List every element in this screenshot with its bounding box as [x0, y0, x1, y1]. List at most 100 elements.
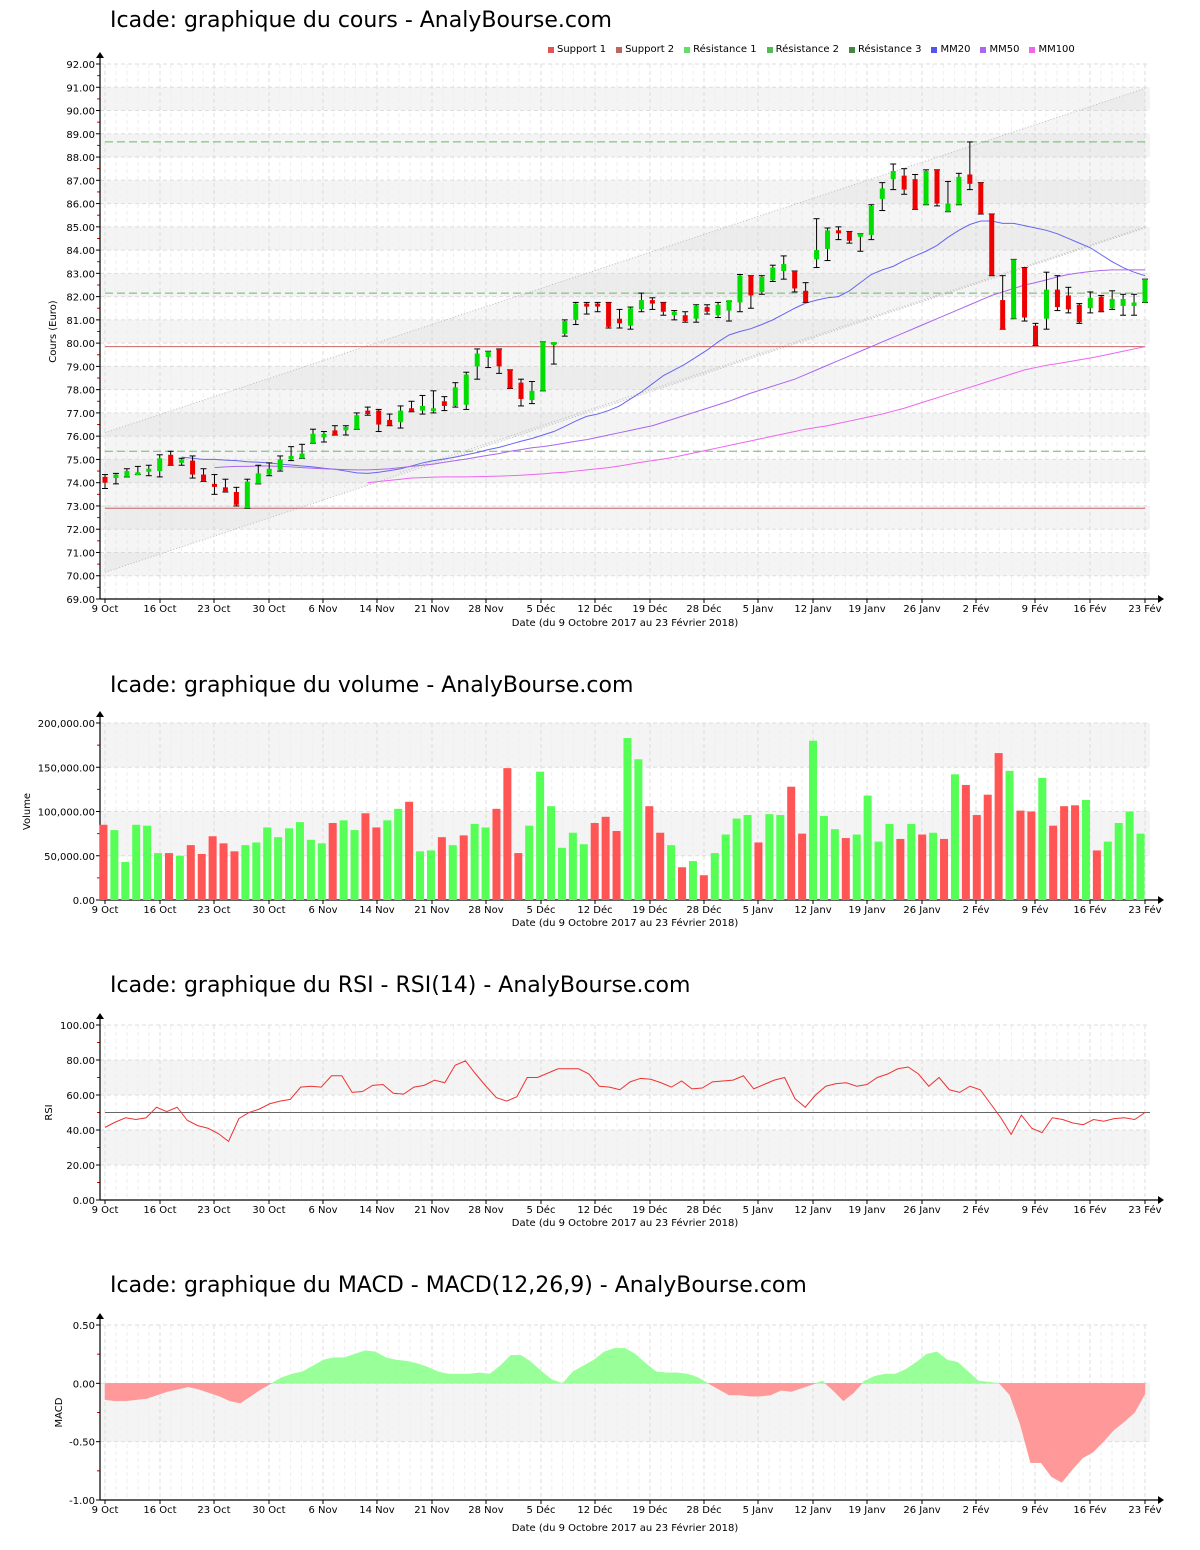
svg-text:12 Déc: 12 Déc: [577, 1504, 612, 1516]
svg-text:28 Déc: 28 Déc: [686, 603, 721, 615]
macd-chart-title: Icade: graphique du MACD - MACD(12,26,9)…: [110, 1273, 807, 1298]
price-candle: [682, 311, 689, 323]
volume-bar: [285, 828, 294, 900]
svg-text:5 Déc: 5 Déc: [527, 1204, 556, 1216]
volume-bar: [787, 786, 796, 900]
volume-bar: [1060, 806, 1069, 900]
price-candle: [693, 304, 700, 323]
svg-text:Cours (Euro): Cours (Euro): [48, 300, 59, 363]
price-candle: [299, 443, 306, 459]
volume-bar: [634, 759, 643, 900]
price-candle: [726, 300, 732, 322]
svg-text:9 Fév: 9 Fév: [1022, 1504, 1049, 1516]
svg-text:6 Nov: 6 Nov: [308, 1505, 337, 1516]
price-candle: [419, 394, 426, 415]
price-candle: [342, 425, 349, 436]
volume-bar: [1125, 811, 1134, 900]
svg-text:80.00: 80.00: [66, 339, 95, 350]
price-candle: [320, 431, 327, 443]
price-candle: [988, 213, 995, 277]
volume-bar: [350, 830, 359, 900]
volume-bar: [557, 847, 566, 900]
svg-text:0.00: 0.00: [73, 896, 95, 907]
price-candle: [222, 478, 229, 493]
volume-chart-title: Icade: graphique du volume - AnalyBourse…: [110, 673, 634, 698]
volume-bar: [830, 829, 839, 900]
legend-swatch-icon: [931, 46, 938, 53]
price-candle: [649, 297, 656, 310]
volume-bar: [492, 808, 501, 900]
svg-text:2 Fév: 2 Fév: [963, 904, 990, 916]
price-candle: [758, 275, 765, 295]
svg-text:14 Nov: 14 Nov: [359, 1505, 395, 1516]
svg-text:100,000.00: 100,000.00: [38, 808, 95, 819]
price-candle: [1065, 286, 1072, 314]
price-candle: [178, 457, 185, 466]
volume-bar: [1071, 805, 1080, 900]
price-candle: [901, 168, 908, 195]
svg-text:21 Nov: 21 Nov: [414, 905, 450, 916]
svg-text:76.00: 76.00: [66, 432, 95, 443]
svg-text:23 Fév: 23 Fév: [1128, 904, 1161, 916]
legend-swatch-icon: [766, 46, 773, 53]
svg-text:5 Janv: 5 Janv: [743, 1505, 774, 1516]
volume-bar: [1103, 841, 1112, 900]
volume-bar: [470, 823, 479, 900]
volume-bar: [863, 795, 872, 900]
price-candle: [255, 464, 262, 485]
volume-bar: [656, 832, 665, 900]
volume-bar: [940, 838, 949, 900]
volume-bar: [164, 853, 173, 900]
svg-text:85.00: 85.00: [66, 223, 95, 234]
price-candle: [353, 412, 360, 430]
price-candle: [671, 310, 678, 321]
volume-bar: [579, 844, 588, 900]
svg-text:19 Déc: 19 Déc: [632, 603, 667, 615]
svg-text:12 Déc: 12 Déc: [577, 603, 612, 615]
volume-bar: [798, 833, 807, 900]
price-candle: [934, 169, 940, 207]
volume-bar: [426, 850, 435, 900]
price-candle: [539, 341, 546, 392]
svg-text:73.00: 73.00: [66, 502, 95, 513]
price-candle: [211, 474, 218, 495]
svg-text:9 Oct: 9 Oct: [92, 604, 119, 615]
volume-bar: [525, 825, 534, 900]
svg-text:16 Fév: 16 Fév: [1073, 1204, 1106, 1216]
price-candle: [660, 301, 667, 316]
svg-text:Date (du 9 Octobre 2017 au 23: Date (du 9 Octobre 2017 au 23 Février 20…: [512, 917, 739, 929]
price-candle: [200, 468, 207, 483]
svg-text:RSI: RSI: [44, 1104, 55, 1120]
macd-chart-panel: Icade: graphique du MACD - MACD(12,26,9)…: [0, 1265, 1200, 1550]
price-candle: [747, 275, 754, 309]
price-chart-title: Icade: graphique du cours - AnalyBourse.…: [110, 8, 612, 33]
svg-text:Date (du 9 Octobre 2017 au 23: Date (du 9 Octobre 2017 au 23 Février 20…: [512, 617, 739, 629]
volume-bar: [929, 832, 938, 900]
svg-text:16 Oct: 16 Oct: [143, 1505, 176, 1516]
price-candle: [627, 306, 634, 330]
svg-text:26 Janv: 26 Janv: [903, 1205, 940, 1216]
volume-bar: [1049, 825, 1058, 900]
svg-text:0.00: 0.00: [73, 1379, 95, 1390]
volume-bar: [263, 827, 272, 900]
price-candle: [145, 464, 152, 477]
svg-text:19 Janv: 19 Janv: [848, 1505, 885, 1516]
price-candle: [441, 396, 448, 412]
svg-text:23 Fév: 23 Fév: [1128, 603, 1161, 615]
price-candle: [266, 462, 273, 477]
legend-item-mm20: MM20: [931, 44, 970, 55]
svg-text:6 Nov: 6 Nov: [308, 1205, 337, 1216]
svg-text:16 Fév: 16 Fév: [1073, 603, 1106, 615]
price-candle: [277, 455, 284, 472]
price-candle: [594, 301, 601, 313]
price-candle: [890, 163, 897, 191]
svg-text:74.00: 74.00: [66, 479, 95, 490]
legend-swatch-icon: [548, 46, 554, 53]
svg-text:6 Nov: 6 Nov: [308, 905, 337, 916]
svg-text:2 Fév: 2 Fév: [963, 603, 990, 615]
svg-text:9 Oct: 9 Oct: [92, 1205, 119, 1216]
price-candle: [1076, 303, 1083, 324]
volume-bar: [99, 824, 108, 900]
price-candle: [561, 319, 568, 337]
volume-chart-panel: Icade: graphique du volume - AnalyBourse…: [0, 665, 1200, 945]
